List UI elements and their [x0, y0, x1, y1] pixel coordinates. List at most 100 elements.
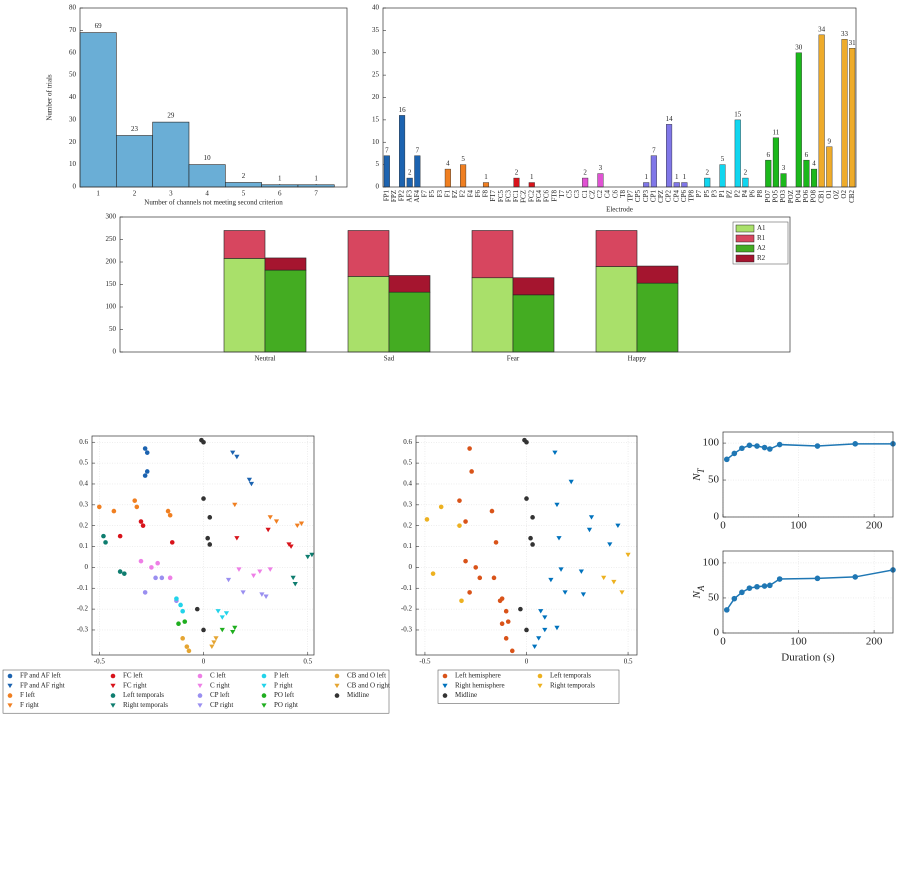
y-tick-label: 100 — [106, 303, 117, 311]
bar-segment — [595, 230, 638, 267]
x-tick-label: CP2 — [665, 190, 673, 203]
point — [473, 565, 479, 570]
legend-label: PO right — [274, 701, 298, 709]
x-axis-label: Duration (s) — [781, 652, 835, 664]
legend-marker — [442, 673, 448, 679]
y-tick-label: 0 — [73, 183, 77, 191]
x-tick-label: P8 — [756, 190, 764, 198]
legend-label: Left temporals — [123, 691, 164, 699]
x-tick-label: 4 — [205, 190, 209, 198]
legend-label: CB and O left — [347, 672, 386, 680]
value-label: 7 — [652, 146, 656, 154]
point — [477, 575, 483, 581]
legend-marker — [537, 683, 543, 689]
x-tick-label: FC3 — [504, 190, 512, 203]
plot-frame — [79, 7, 348, 188]
legend-marker — [197, 673, 203, 679]
y-tick-label: 250 — [106, 235, 117, 243]
bar — [719, 164, 726, 188]
point — [246, 477, 252, 483]
y-tick-label: 20 — [69, 138, 77, 146]
x-tick-label: FC6 — [543, 190, 551, 203]
x-tick-label: OZ — [833, 190, 841, 199]
y-tick-label: -0.3 — [401, 626, 413, 634]
y-tick-label: 40 — [69, 93, 77, 101]
bar — [528, 182, 535, 188]
bar — [849, 48, 856, 188]
legend-marker — [110, 693, 116, 698]
x-tick-label: CP4 — [672, 190, 680, 203]
bar — [772, 137, 779, 188]
value-label: 4 — [812, 160, 816, 168]
y-axis-label-sub: A — [696, 585, 706, 592]
point — [503, 636, 509, 641]
legend-marker — [261, 703, 267, 708]
x-tick-label: CZ — [588, 190, 596, 199]
point — [132, 498, 138, 503]
bar — [826, 146, 833, 188]
y-tick-label: 70 — [69, 26, 77, 34]
point — [558, 567, 564, 572]
x-tick-label: AF4 — [413, 190, 421, 203]
point — [259, 592, 265, 597]
point — [230, 629, 236, 635]
x-tick-label: P2 — [733, 190, 741, 198]
point — [292, 582, 298, 587]
point — [532, 644, 538, 649]
y-tick-label: 0 — [113, 348, 117, 356]
x-tick-label: O2 — [840, 190, 848, 199]
x-tick-label: TP8 — [688, 190, 696, 202]
point — [209, 644, 215, 649]
point — [767, 446, 773, 452]
point — [518, 606, 523, 612]
legend-label: FC left — [123, 672, 143, 680]
x-tick-label: 1 — [96, 190, 100, 198]
x-tick-label: FC1 — [512, 190, 520, 203]
legend-marker — [197, 683, 203, 689]
bar-segment — [512, 277, 555, 296]
point — [232, 502, 238, 508]
point — [457, 498, 462, 503]
point — [438, 504, 444, 510]
bar — [811, 168, 818, 188]
x-tick-label: F2 — [459, 190, 467, 198]
legend-label: Midline — [455, 691, 477, 699]
point — [263, 594, 269, 599]
point — [528, 535, 533, 541]
y-tick-label: 10 — [372, 138, 380, 146]
bar-segment — [512, 294, 555, 353]
value-label: 10 — [204, 154, 212, 162]
bar — [399, 115, 406, 188]
point — [215, 609, 221, 614]
point — [499, 596, 505, 601]
legend-marker — [197, 703, 203, 708]
bar — [414, 155, 421, 188]
bar-segment — [595, 266, 638, 353]
bar-segment — [388, 291, 431, 353]
value-label: 1 — [278, 174, 282, 182]
x-tick-label: P1 — [718, 190, 726, 198]
y-tick-label: 0.6 — [79, 438, 88, 446]
point — [178, 602, 183, 608]
value-label: 1 — [314, 174, 318, 182]
x-tick-label: TP7 — [627, 190, 635, 202]
value-label: 33 — [841, 30, 849, 38]
x-tick-label: CB1 — [817, 190, 825, 203]
point — [101, 533, 106, 539]
legend-label: Left hemisphere — [455, 672, 501, 680]
point — [524, 496, 529, 501]
point — [96, 504, 102, 510]
x-tick-label: C1 — [581, 190, 589, 199]
point — [122, 571, 127, 576]
bar — [765, 159, 772, 188]
point — [294, 523, 300, 529]
value-label: 2 — [705, 169, 709, 177]
x-tick-label: C2 — [596, 190, 604, 199]
legend-label: Right temporals — [123, 701, 168, 709]
point — [746, 585, 753, 591]
value-label: 23 — [131, 125, 139, 133]
legend-label: FC right — [123, 681, 147, 689]
point — [615, 523, 621, 529]
point — [767, 582, 773, 589]
